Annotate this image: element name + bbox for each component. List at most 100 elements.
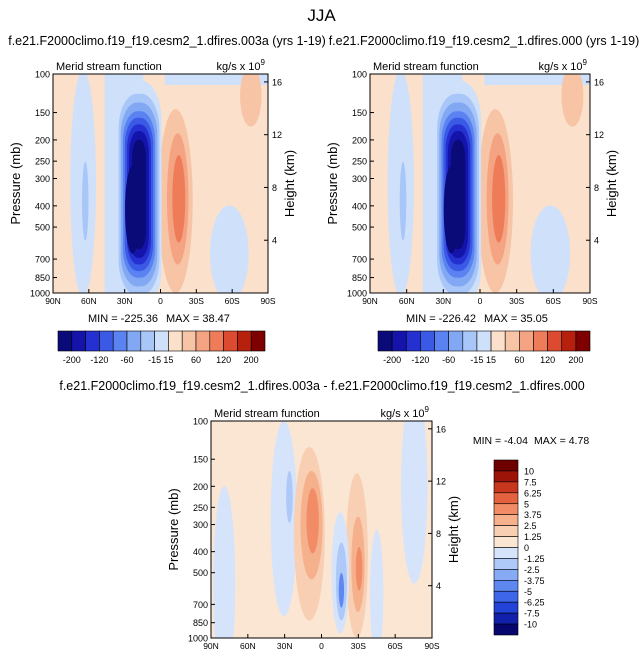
- chart-panel-2: Merid stream function kg/s x 109 100 150 200…: [325, 58, 619, 306]
- colorbar-swatch: [575, 330, 591, 352]
- y-right-tick-label: 16: [594, 77, 604, 87]
- colorbar-label: 15: [486, 355, 496, 365]
- colorbar-label: -7.5: [524, 609, 540, 619]
- x-tick-label: 30S: [509, 296, 524, 306]
- y-tick-label: 200: [193, 482, 208, 492]
- x-tick-label: 60S: [546, 296, 561, 306]
- contour-band: [213, 486, 236, 638]
- y-right-axis-label: Height (km): [282, 150, 297, 217]
- panel-3-title: f.e21.F2000climo.f19_f19.cesm2_1.dfires.…: [59, 379, 584, 393]
- colorbar-label: 120: [540, 355, 555, 365]
- contour-band: [401, 421, 428, 584]
- colorbar-swatch: [71, 330, 86, 352]
- x-tick-label: 0: [319, 641, 324, 651]
- panel-2-title: f.e21.F2000climo.f19_f19.cesm2_1.dfires.…: [329, 34, 640, 48]
- colorbar-swatch: [547, 330, 563, 352]
- colorbar-swatch: [462, 330, 478, 352]
- y-tick-label: 700: [35, 255, 50, 265]
- x-tick-label: 90N: [362, 296, 378, 306]
- colorbar-swatch: [493, 569, 519, 581]
- colorbar-swatch: [493, 481, 519, 494]
- colorbar-label: 6.25: [524, 488, 542, 498]
- x-tick-label: 30N: [277, 641, 293, 651]
- y-right-tick-label: 8: [594, 183, 599, 193]
- panel-subtitle: Merid stream function: [214, 408, 320, 420]
- x-tick-label: 0: [158, 296, 163, 306]
- contour-band: [125, 165, 141, 254]
- x-tick-label: 30N: [117, 296, 133, 306]
- contour-band: [561, 74, 584, 127]
- x-tick-label: 90S: [582, 296, 597, 306]
- y-tick-label: 500: [352, 223, 367, 233]
- y-axis-label: Pressure (mb): [8, 142, 23, 224]
- contour-band: [355, 546, 363, 591]
- y-tick-label: 1000: [30, 289, 50, 299]
- y-right-tick-label: 16: [436, 424, 446, 434]
- colorbar-swatch: [223, 330, 238, 352]
- panel-subtitle: Merid stream function: [373, 61, 479, 73]
- colorbar-swatch: [209, 330, 224, 352]
- y-tick-label: 700: [193, 600, 208, 610]
- plot-area: [211, 421, 432, 638]
- units-text: kg/s x 10: [381, 408, 425, 420]
- y-tick-label: 500: [35, 223, 50, 233]
- y-right-tick-label: 12: [272, 130, 282, 140]
- panel-2-min: MIN = -226.42: [406, 313, 476, 325]
- colorbar-swatch: [140, 330, 155, 352]
- colorbar-swatch: [85, 330, 100, 352]
- colorbar-swatch: [405, 330, 421, 352]
- x-tick-label: 90S: [424, 641, 439, 651]
- colorbar-label: 200: [244, 355, 259, 365]
- colorbar-swatch: [112, 330, 128, 352]
- panel-1-max: MAX = 38.47: [166, 313, 230, 325]
- x-tick-label: 60N: [240, 641, 256, 651]
- colorbar-swatch: [493, 514, 519, 526]
- panel-subtitle: Merid stream function: [56, 61, 162, 73]
- colorbar-swatch: [493, 459, 519, 472]
- contour-band: [443, 165, 460, 254]
- contour-band: [338, 572, 345, 608]
- y-tick-label: 200: [352, 135, 367, 145]
- colorbar-swatch: [493, 492, 519, 505]
- contour-band: [306, 488, 319, 554]
- y-tick-label: 100: [193, 417, 208, 427]
- colorbar-swatch: [434, 330, 449, 352]
- colorbar-horizontal: -200 -120 -60 -15 15 60 120 200: [57, 330, 266, 365]
- colorbar-label: -60: [442, 355, 455, 365]
- y-tick-label: 150: [352, 108, 367, 118]
- units-exponent: 9: [425, 405, 430, 414]
- colorbar-label: 5: [524, 499, 529, 509]
- colorbar-label: 0: [524, 543, 529, 553]
- colorbar-label: 3.75: [524, 510, 542, 520]
- y-right-axis-label: Height (km): [446, 496, 461, 563]
- contour-band: [270, 421, 298, 617]
- y-tick-label: 200: [35, 135, 50, 145]
- units-label: kg/s x 109: [381, 405, 430, 420]
- colorbar-swatch: [377, 330, 393, 352]
- contour-band: [82, 161, 89, 241]
- units-exponent: 9: [583, 58, 588, 67]
- colorbar-swatch: [391, 330, 407, 352]
- y-right-tick-label: 4: [594, 236, 599, 246]
- y-tick-label: 850: [35, 273, 50, 283]
- colorbar-swatch: [476, 330, 492, 352]
- colorbar-label: -60: [120, 355, 133, 365]
- colorbar-swatch: [493, 525, 519, 537]
- colorbar-vertical: 107.56.2553.752.51.250-1.25-2.5-3.75-5-6…: [493, 459, 545, 636]
- colorbar-swatch: [519, 330, 534, 352]
- colorbar-swatch: [448, 330, 464, 352]
- y-tick-label: 150: [35, 108, 50, 118]
- colorbar-swatch: [181, 330, 197, 352]
- x-tick-label: 30S: [189, 296, 204, 306]
- contour-band: [240, 74, 262, 127]
- x-tick-label: 60S: [225, 296, 240, 306]
- colorbar-swatch: [493, 623, 519, 636]
- y-right-axis-label: Height (km): [604, 150, 619, 217]
- colorbar-label: -3.75: [524, 576, 545, 586]
- y-right-tick-label: 4: [436, 581, 441, 591]
- y-tick-label: 250: [352, 157, 367, 167]
- y-tick-label: 300: [35, 174, 50, 184]
- colorbar-label: -120: [411, 355, 429, 365]
- contour-band: [484, 74, 590, 85]
- colorbar-swatch: [420, 330, 435, 352]
